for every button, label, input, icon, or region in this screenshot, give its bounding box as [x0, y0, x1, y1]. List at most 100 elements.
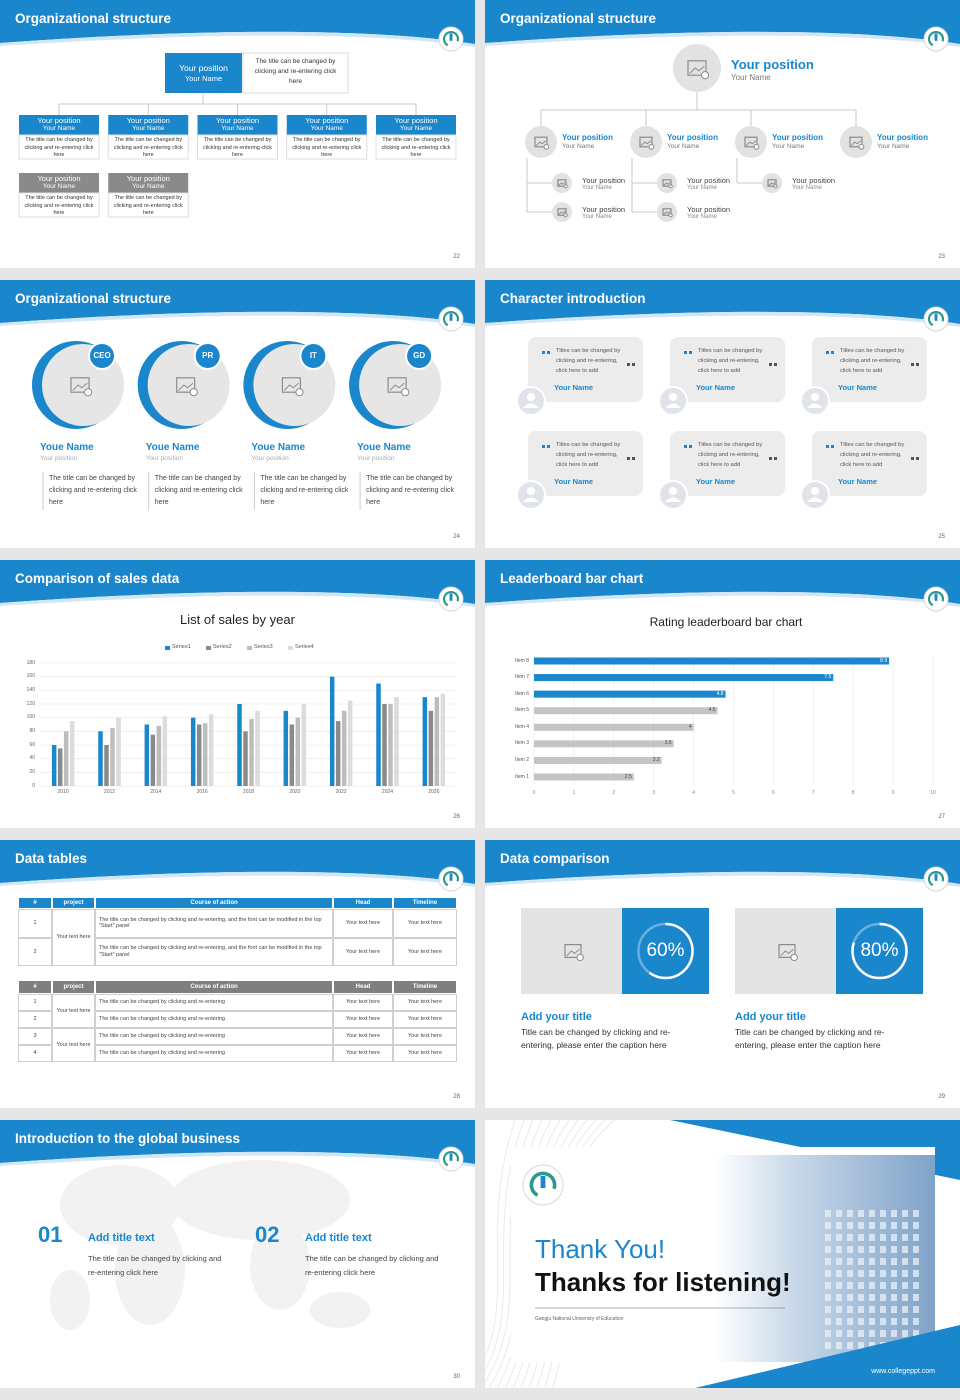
website: www.collegeppt.com [871, 1368, 935, 1375]
header-band [485, 0, 960, 44]
y-tick-label: Item 7 [515, 674, 529, 681]
logo-mark [934, 873, 938, 881]
window [880, 1294, 886, 1301]
x-tick-label: 2022 [335, 789, 347, 795]
x-tick-label: 2014 [150, 789, 162, 795]
window [902, 1234, 908, 1241]
map-shape [250, 1220, 310, 1310]
y-tick-label: 180 [26, 659, 35, 666]
window [913, 1258, 919, 1265]
window [902, 1282, 908, 1289]
x-tick-label: 0 [532, 790, 536, 796]
bar [388, 704, 393, 786]
window [891, 1258, 897, 1265]
quote-text: Titles can be changed by clicking and re… [698, 442, 763, 468]
table-cell: Your text here [52, 994, 95, 1028]
badge [405, 342, 434, 370]
image-icon [387, 377, 407, 393]
badge-text: CEO [93, 351, 111, 360]
slide-title: Organizational structure [15, 11, 172, 26]
member-note: The title can be changed by clicking and… [113, 195, 183, 216]
bar [440, 693, 446, 786]
bar [116, 717, 121, 786]
x-tick-label: 9 [891, 790, 895, 796]
window [858, 1270, 864, 1277]
quote-text: Titles can be changed by clicking and re… [840, 442, 905, 468]
ring-progress [637, 922, 694, 980]
y-tick-label: Item 8 [515, 657, 529, 664]
top-avatar [673, 44, 721, 92]
bar [347, 700, 353, 786]
top-position: Your position [731, 57, 814, 72]
table-cell: 3 [18, 1028, 52, 1045]
person-position: Your position [357, 455, 395, 462]
window [825, 1342, 831, 1349]
logo-mark [540, 1176, 546, 1188]
window [869, 1234, 875, 1241]
badge [299, 342, 328, 370]
window [858, 1234, 864, 1241]
person-note: The title can be changed by clicking and… [366, 475, 455, 506]
card-name: Your Name [554, 383, 594, 392]
child-name: Your Name [792, 185, 822, 191]
item-text: The title can be changed by clicking and… [305, 1254, 439, 1277]
window [836, 1270, 842, 1277]
slide-title: Data comparison [500, 851, 610, 866]
image-icon-plus [858, 143, 865, 150]
branch-name: Your Name [772, 143, 805, 150]
window [880, 1330, 886, 1337]
window [825, 1306, 831, 1313]
image-icon [767, 179, 777, 187]
window [847, 1330, 853, 1337]
top-position: Your position [179, 63, 228, 73]
y-tick-label: 0 [32, 782, 35, 789]
window [913, 1318, 919, 1325]
window [891, 1282, 897, 1289]
window [847, 1294, 853, 1301]
avatar-head [811, 487, 819, 495]
slide-graphics [0, 280, 475, 510]
slide-title: Data tables [15, 851, 88, 866]
y-tick-label: Item 5 [515, 707, 529, 714]
logo-mark [934, 313, 938, 321]
slide-title: Comparison of sales data [15, 571, 180, 586]
slide: Data tables 28 # project Course of action Hea… [0, 840, 475, 1108]
window [858, 1258, 864, 1265]
window [836, 1330, 842, 1337]
bar [289, 724, 295, 786]
chart-title: List of sales by year [180, 612, 295, 627]
bar [534, 707, 718, 715]
quote-close [769, 457, 777, 460]
window [858, 1222, 864, 1229]
image-icon [778, 943, 796, 958]
image-icon-plus [401, 388, 410, 397]
image-icon [557, 179, 567, 187]
window [880, 1270, 886, 1277]
bar [534, 690, 726, 698]
branch-name: Your Name [562, 143, 595, 150]
bar [208, 714, 214, 786]
table-cell: Head [333, 980, 393, 994]
child-name: Your Name [687, 185, 717, 191]
slide-title: Character introduction [500, 291, 646, 306]
bar [237, 704, 242, 786]
member-header [286, 115, 367, 135]
image-icon-mountain [566, 949, 580, 957]
card [670, 431, 785, 496]
image-icon-mountain [389, 382, 405, 391]
logo-mark [449, 593, 453, 601]
image-icon [849, 136, 863, 148]
child-name: Your Name [582, 185, 612, 191]
window [913, 1246, 919, 1253]
bar [301, 704, 307, 786]
table-cell: Your text here [393, 994, 457, 1011]
window [836, 1318, 842, 1325]
member-position: Your position [394, 116, 438, 125]
bar [190, 717, 196, 786]
quote-open [684, 445, 692, 448]
y-tick-label: 140 [26, 686, 35, 693]
image-icon [564, 943, 582, 958]
page-number: 22 [453, 254, 460, 260]
logo-mark [934, 593, 938, 601]
member-note: The title can be changed by clicking and… [202, 137, 273, 158]
